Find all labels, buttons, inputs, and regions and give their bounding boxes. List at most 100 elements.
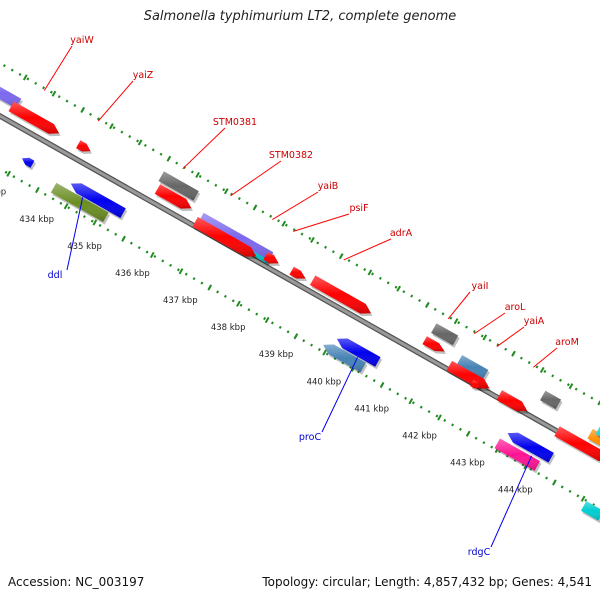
tick-label: 442 kbp (402, 431, 437, 441)
gene-STM0381-shine (158, 171, 199, 201)
tick-label: 438 kbp (211, 323, 246, 333)
forward-guide-dash (425, 301, 430, 309)
gene-red-tail-shine (554, 426, 600, 462)
reverse-guide-dash (552, 479, 557, 486)
gene-blue-small-shine (22, 157, 35, 168)
gene-label-rdgC[interactable]: rdgC (468, 547, 491, 558)
reverse-guide-dash (207, 284, 213, 291)
forward-guide-dash (453, 318, 459, 325)
accession-text: Accession: NC_003197 (8, 575, 145, 589)
forward-guide-dash (22, 74, 28, 81)
reverse-guide-dash (92, 219, 98, 226)
label-leader-STM0381 (182, 127, 226, 170)
forward-track-guide (0, 61, 600, 404)
gene-yaiA-shine (470, 379, 481, 389)
tick-label: 444 kbp (498, 486, 533, 496)
forward-guide-dash (80, 106, 86, 114)
gene-proC-shine (323, 344, 366, 373)
reverse-guide-dash (408, 398, 414, 405)
tick-label: 437 kbp (163, 296, 198, 306)
gene-label-adrA[interactable]: adrA (390, 228, 413, 239)
forward-guide-dash (396, 285, 401, 292)
tick-label: 436 kbp (115, 269, 150, 279)
forward-guide-dash (195, 171, 200, 179)
map-title: Salmonella typhimurium LT2, complete gen… (143, 9, 457, 24)
forward-guide-dash (367, 269, 373, 276)
tick-label: 441 kbp (354, 404, 389, 414)
forward-guide-dash (51, 90, 57, 97)
label-leader-yaiZ (97, 80, 134, 122)
reverse-guide-dash (63, 203, 69, 210)
forward-guide-dash (281, 220, 287, 227)
forward-guide-dash (338, 253, 344, 260)
reverse-guide-dash (35, 186, 40, 194)
gene-gray-tail-shine (540, 390, 562, 410)
map-layer: 433 kbp 434 kbp 435 kbp 436 kbp 437 kbp 438 k… (0, 35, 600, 558)
reverse-guide-dash (178, 268, 184, 275)
gene-label-STM0382[interactable]: STM0382 (269, 150, 313, 161)
gene-aroL-shine (446, 360, 490, 389)
gene-label-proC[interactable]: proC (299, 432, 322, 443)
gene-blue-1-shine (70, 183, 126, 219)
forward-guide-dash (568, 383, 574, 390)
reverse-guide-dash (580, 495, 586, 502)
label-leader-psiF (293, 213, 350, 232)
reverse-guide-dash (437, 414, 442, 421)
label-leader-yaiI (447, 291, 471, 320)
gene-label-yaiI[interactable]: yaiI (472, 281, 489, 292)
gene-yaiZ-shine (76, 140, 91, 152)
gene-aroL-mark-shine (456, 355, 489, 380)
gene-label-yaiA[interactable]: yaiA (524, 316, 545, 327)
gene-psiF-shine (263, 251, 279, 264)
reverse-guide-dash (322, 349, 327, 356)
label-leader-ddl (66, 197, 84, 271)
tick-label: 434 kbp (19, 215, 54, 225)
tick-label: 440 kbp (307, 377, 342, 387)
forward-guide-dash (137, 139, 143, 146)
topology-text: Topology: circular; Length: 4,857,432 bp… (262, 575, 592, 589)
label-leader-proC (321, 357, 358, 433)
label-leader-STM0382 (230, 160, 282, 197)
gene-yaiI-body-shine (422, 336, 445, 352)
gene-aroM-shine (496, 390, 528, 412)
genome-backbone (0, 114, 600, 458)
tick-label: 439 kbp (259, 350, 294, 360)
forward-guide-dash (482, 334, 488, 341)
label-leader-adrA (343, 238, 392, 261)
gene-adrA-shine (309, 275, 371, 314)
label-leader-aroM (533, 347, 558, 368)
gene-label-yaiZ[interactable]: yaiZ (133, 70, 154, 81)
reverse-guide-dash (264, 316, 270, 324)
gene-cyan-rev-shine (580, 501, 600, 521)
label-leader-aroL (473, 312, 506, 335)
tick-label: 443 kbp (450, 459, 485, 469)
label-leader-yaiA (496, 326, 525, 347)
gene-yaiB-shine (192, 217, 257, 257)
gene-label-aroL[interactable]: aroL (505, 302, 526, 313)
forward-guide-dash (539, 366, 545, 374)
forward-guide-dash (252, 204, 258, 211)
gene-yaiI-shine (431, 323, 459, 346)
gene-label-aroM[interactable]: aroM (555, 337, 579, 348)
label-leader-yaiW (43, 45, 73, 91)
gene-ddl-shine (50, 182, 109, 223)
forward-guide-dash (109, 123, 114, 130)
gene-STM0381-body-shine (154, 184, 192, 209)
gene-label-yaiW[interactable]: yaiW (70, 35, 94, 46)
reverse-guide-dash (236, 300, 241, 307)
gene-yaiW-shine (8, 101, 60, 134)
gene-label-psiF[interactable]: psiF (349, 203, 368, 214)
label-leader-yaiB (272, 191, 319, 220)
gene-label-ddl[interactable]: ddl (48, 270, 63, 281)
gene-label-STM0381[interactable]: STM0381 (213, 117, 257, 128)
gene-cyan-tail-shine (595, 426, 600, 437)
reverse-track-guide (0, 167, 600, 510)
gene-STM0382-shine (197, 212, 274, 263)
label-leader-rdgC (490, 455, 533, 548)
gene-proC-blue-shine (336, 338, 381, 367)
reverse-guide-dash (149, 251, 155, 259)
gene-label-yaiB[interactable]: yaiB (318, 181, 339, 192)
tick-label: 435 kbp (67, 242, 102, 252)
forward-guide-dash (166, 155, 172, 162)
